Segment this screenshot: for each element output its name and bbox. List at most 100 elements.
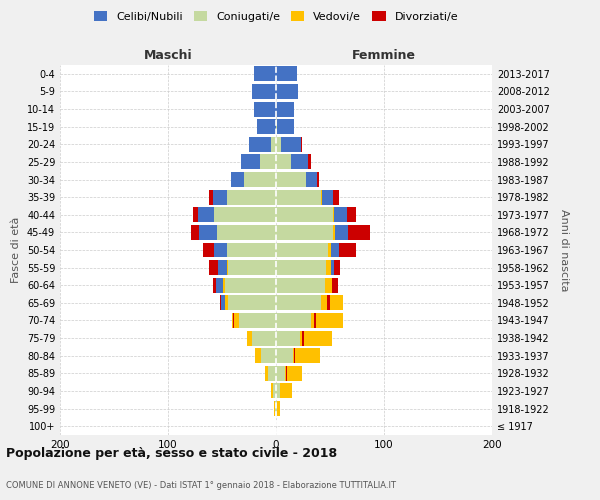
Text: COMUNE DI ANNONE VENETO (VE) - Dati ISTAT 1° gennaio 2018 - Elaborazione TUTTITA: COMUNE DI ANNONE VENETO (VE) - Dati ISTA… <box>6 480 396 490</box>
Bar <box>325 278 338 292</box>
Bar <box>227 260 229 275</box>
Bar <box>214 242 227 258</box>
Bar <box>215 278 225 292</box>
Bar <box>322 296 343 310</box>
Text: Maschi: Maschi <box>143 50 193 62</box>
Bar <box>230 172 244 187</box>
Bar <box>327 296 330 310</box>
Bar <box>300 330 302 345</box>
Bar <box>328 242 338 258</box>
Legend: Celibi/Nubili, Coniugati/e, Vedovi/e, Divorziati/e: Celibi/Nubili, Coniugati/e, Vedovi/e, Di… <box>91 8 461 25</box>
Bar <box>275 401 276 416</box>
Bar <box>338 242 356 258</box>
Bar <box>317 172 319 187</box>
Bar <box>333 190 338 204</box>
Bar <box>286 366 287 381</box>
Bar <box>276 401 277 416</box>
Bar <box>229 296 276 310</box>
Bar <box>265 366 268 381</box>
Bar <box>276 208 333 222</box>
Bar <box>234 313 239 328</box>
Bar <box>284 366 302 381</box>
Bar <box>284 366 286 381</box>
Bar <box>223 278 225 292</box>
Bar <box>276 154 291 170</box>
Bar <box>252 330 276 345</box>
Bar <box>191 225 199 240</box>
Bar <box>218 260 229 275</box>
Bar <box>276 348 293 363</box>
Bar <box>277 119 295 134</box>
Bar <box>276 366 284 381</box>
Bar <box>268 366 276 381</box>
Bar <box>347 208 356 222</box>
Bar <box>326 260 331 275</box>
Bar <box>322 190 333 204</box>
Bar <box>241 154 260 170</box>
Bar <box>276 384 280 398</box>
Bar <box>276 84 298 99</box>
Bar <box>214 278 215 292</box>
Bar <box>249 330 252 345</box>
Bar <box>244 172 276 187</box>
Bar <box>257 119 276 134</box>
Bar <box>333 208 347 222</box>
Bar <box>280 384 281 398</box>
Bar <box>328 242 331 258</box>
Bar <box>227 190 276 204</box>
Bar <box>274 401 275 416</box>
Bar <box>306 172 317 187</box>
Bar <box>214 208 276 222</box>
Bar <box>276 296 322 310</box>
Bar <box>271 137 276 152</box>
Bar <box>233 313 234 328</box>
Bar <box>249 137 271 152</box>
Y-axis label: Fasce di età: Fasce di età <box>11 217 21 283</box>
Bar <box>333 208 334 222</box>
Bar <box>254 66 276 82</box>
Y-axis label: Anni di nascita: Anni di nascita <box>559 209 569 291</box>
Bar <box>302 330 304 345</box>
Bar <box>300 330 332 345</box>
Bar <box>276 260 326 275</box>
Bar <box>322 296 327 310</box>
Bar <box>256 348 261 363</box>
Bar <box>276 119 277 134</box>
Bar <box>308 154 311 170</box>
Bar <box>332 278 338 292</box>
Bar <box>276 102 295 116</box>
Bar <box>293 348 320 363</box>
Bar <box>199 225 217 240</box>
Bar <box>217 225 276 240</box>
Bar <box>232 313 239 328</box>
Bar <box>227 242 276 258</box>
Bar <box>252 84 276 99</box>
Text: Popolazione per età, sesso e stato civile - 2018: Popolazione per età, sesso e stato civil… <box>6 448 337 460</box>
Bar <box>293 348 295 363</box>
Bar <box>247 330 252 345</box>
Bar <box>203 242 214 258</box>
Bar <box>333 225 349 240</box>
Bar <box>214 190 227 204</box>
Bar <box>193 208 198 222</box>
Bar <box>239 313 276 328</box>
Bar <box>220 296 221 310</box>
Bar <box>276 66 296 82</box>
Bar <box>261 348 276 363</box>
Bar <box>276 172 306 187</box>
Bar <box>280 384 292 398</box>
Bar <box>314 313 316 328</box>
Bar <box>325 278 332 292</box>
Bar <box>225 296 229 310</box>
Text: Femmine: Femmine <box>352 50 416 62</box>
Bar <box>311 313 314 328</box>
Bar <box>221 296 229 310</box>
Bar <box>225 278 276 292</box>
Bar <box>349 225 370 240</box>
Bar <box>254 102 276 116</box>
Bar <box>276 225 333 240</box>
Bar <box>276 190 322 204</box>
Bar <box>229 260 276 275</box>
Bar <box>276 278 325 292</box>
Bar <box>276 313 311 328</box>
